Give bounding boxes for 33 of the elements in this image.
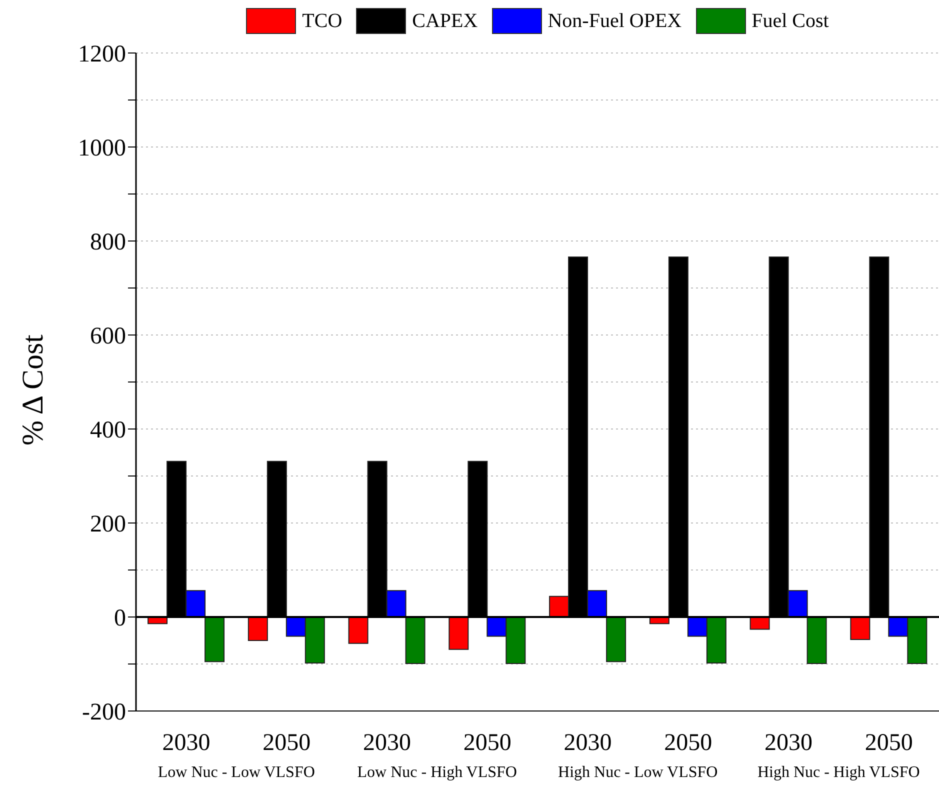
x-tick-label: 2050	[262, 730, 311, 756]
x-tick-label: 2050	[864, 730, 913, 756]
bar	[448, 616, 469, 650]
y-tick-label: 1200	[78, 42, 126, 68]
legend-label: Fuel Cost	[752, 10, 829, 32]
bar	[850, 616, 870, 640]
y-tick-label: 1000	[78, 136, 126, 162]
x-tick-label: 2030	[362, 730, 411, 756]
bar	[606, 616, 626, 662]
bar	[405, 616, 426, 664]
text: High Nuc - High VLSFO	[756, 764, 921, 782]
y-tick-label: 400	[90, 418, 126, 444]
text: High Nuc - Low VLSFO	[557, 764, 719, 782]
text: Low Nuc - High VLSFO	[356, 764, 518, 782]
x-tick-label: 2030	[564, 730, 612, 756]
bar	[806, 616, 827, 664]
y-tick-label: 0	[114, 606, 126, 632]
x-tick-label: 2030	[764, 730, 812, 756]
bar	[248, 616, 268, 641]
legend-label: CAPEX	[412, 10, 478, 32]
y-axis-title: % Δ Cost	[16, 334, 50, 446]
bar	[348, 616, 368, 644]
legend-label: Non-Fuel OPEX	[548, 10, 682, 32]
x-tick-label: 2050	[463, 730, 512, 756]
bar	[204, 616, 225, 662]
y-tick-label: 200	[90, 512, 126, 538]
x-tick-label: 2050	[664, 730, 712, 756]
y-tick-label: -200	[82, 700, 126, 726]
legend-label: TCO	[302, 10, 342, 32]
y-tick-label: 600	[90, 324, 126, 350]
text: Low Nuc - Low VLSFO	[156, 764, 316, 782]
y-tick-label: 800	[90, 230, 126, 256]
x-tick-label: 2030	[162, 730, 210, 756]
